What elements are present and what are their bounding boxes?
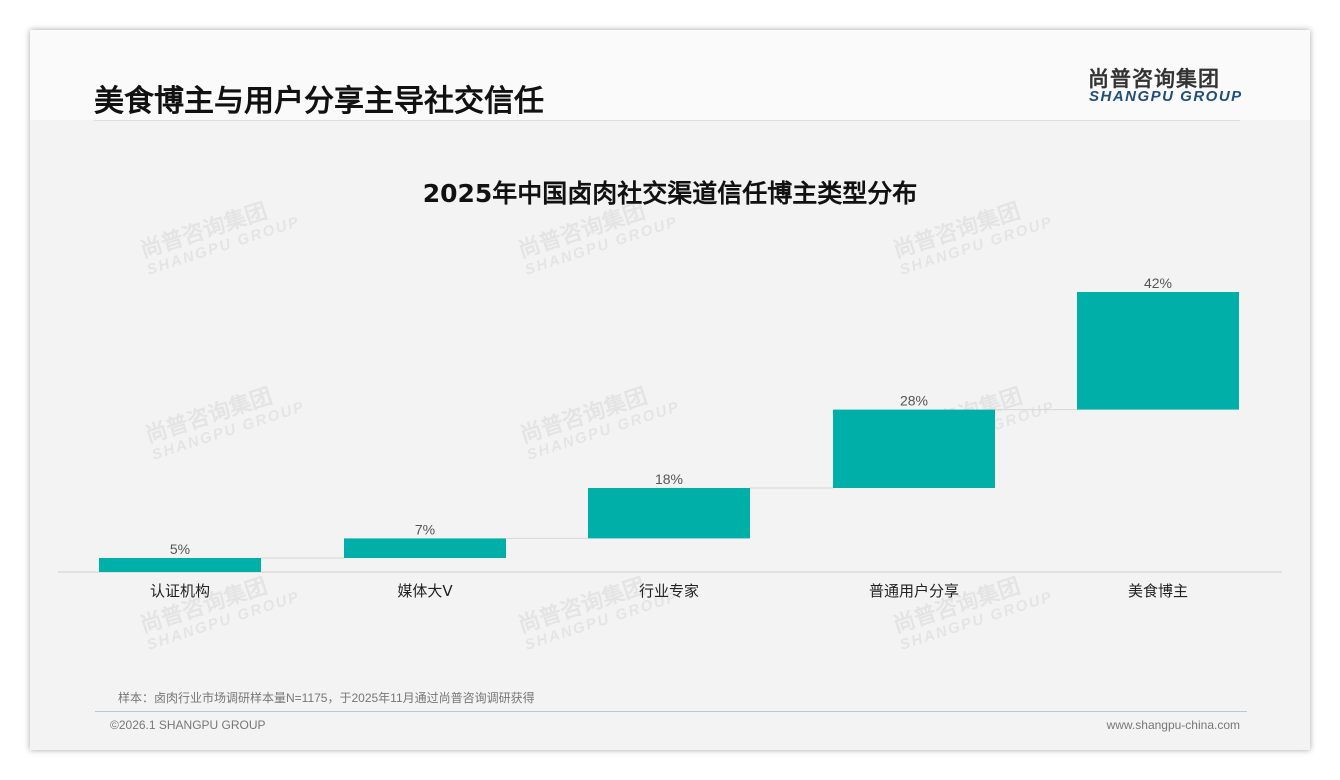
header <box>30 30 1310 120</box>
data-label: 28% <box>900 393 928 409</box>
copyright: ©2026.1 SHANGPU GROUP <box>110 718 266 732</box>
website-link[interactable]: www.shangpu-china.com <box>1106 718 1240 732</box>
logo-en: SHANGPU GROUP <box>1089 88 1243 105</box>
bar <box>1077 292 1239 410</box>
category-label: 普通用户分享 <box>869 582 959 600</box>
category-label: 行业专家 <box>639 582 699 600</box>
data-label: 7% <box>415 521 435 537</box>
bar <box>588 488 750 539</box>
category-label: 媒体大V <box>397 582 453 600</box>
category-label: 美食博主 <box>1128 582 1188 600</box>
category-label: 认证机构 <box>150 582 210 600</box>
sample-note: 样本：卤肉行业市场调研样本量N=1175，于2025年11月通过尚普咨询调研获得 <box>118 691 535 705</box>
page-title: 美食博主与用户分享主导社交信任 <box>94 84 544 119</box>
bar <box>833 409 995 488</box>
bar <box>99 558 261 572</box>
bar <box>344 538 506 558</box>
header-divider <box>94 120 1240 121</box>
data-label: 18% <box>655 471 683 487</box>
footer-divider <box>95 711 1247 712</box>
data-label: 5% <box>170 541 190 557</box>
chart-title: 2025年中国卤肉社交渠道信任博主类型分布 <box>422 179 918 208</box>
data-label: 42% <box>1144 275 1172 291</box>
logo-cn: 尚普咨询集团 <box>1088 67 1220 91</box>
